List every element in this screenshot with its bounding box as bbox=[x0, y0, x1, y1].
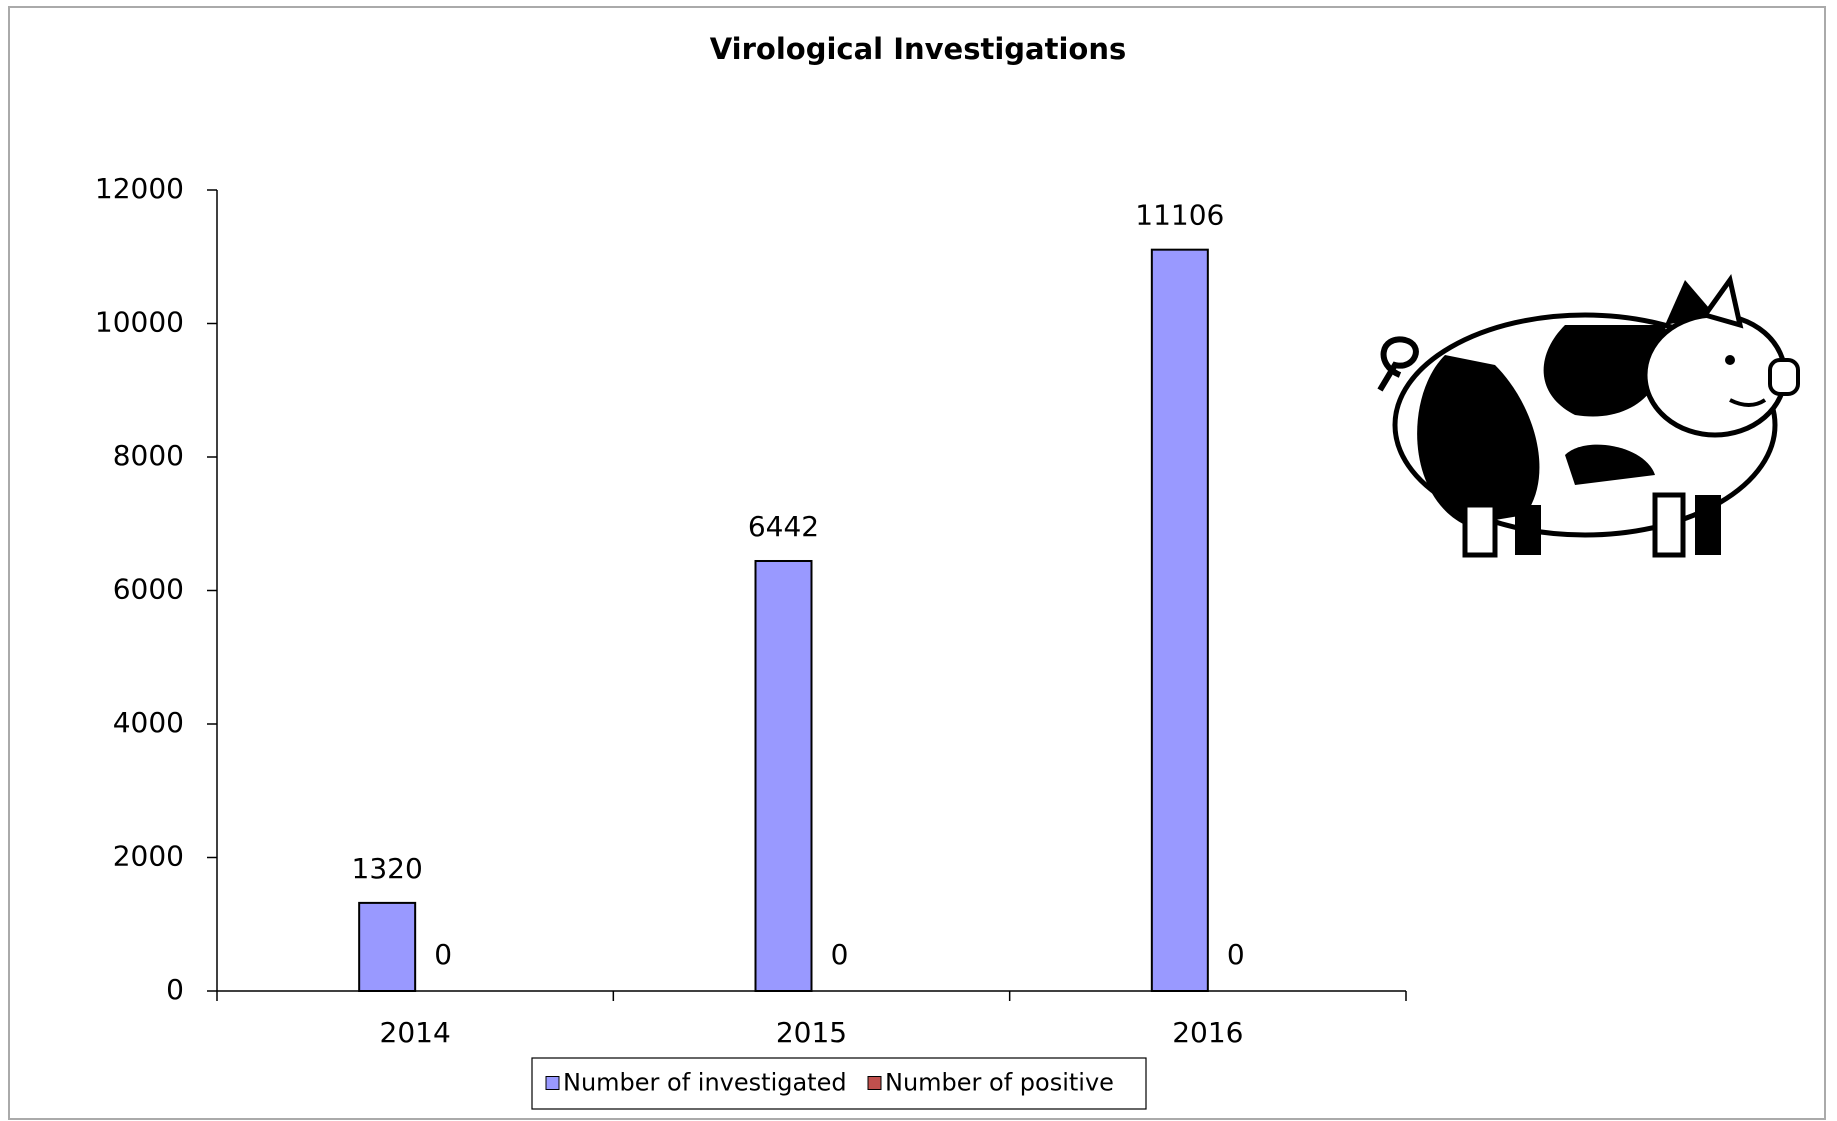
data-label: 0 bbox=[831, 938, 849, 971]
bar bbox=[1152, 250, 1208, 991]
x-tick-label: 2014 bbox=[380, 1016, 451, 1049]
x-tick-label: 2016 bbox=[1172, 1016, 1243, 1049]
bar bbox=[359, 903, 415, 991]
y-tick-label: 8000 bbox=[113, 439, 184, 472]
y-tick-label: 10000 bbox=[95, 306, 184, 339]
y-tick-label: 12000 bbox=[95, 172, 184, 205]
data-label: 0 bbox=[1227, 938, 1245, 971]
y-tick-label: 0 bbox=[166, 973, 184, 1006]
y-tick-label: 2000 bbox=[113, 840, 184, 873]
data-label: 6442 bbox=[748, 510, 819, 543]
data-label: 0 bbox=[434, 938, 452, 971]
legend-swatch bbox=[868, 1077, 881, 1090]
legend-swatch bbox=[546, 1077, 559, 1090]
y-tick-label: 6000 bbox=[113, 573, 184, 606]
legend-label: Number of positive bbox=[885, 1069, 1114, 1097]
chart-frame bbox=[9, 7, 1825, 1119]
data-label: 1320 bbox=[352, 852, 423, 885]
data-label: 11106 bbox=[1135, 199, 1224, 232]
chart: Virological Investigations 0 2000 4000 6000… bbox=[0, 0, 1837, 1121]
legend-label: Number of investigated bbox=[563, 1069, 847, 1097]
y-tick-label: 4000 bbox=[113, 706, 184, 739]
chart-title: Virological Investigations bbox=[710, 32, 1127, 66]
bar bbox=[756, 561, 812, 991]
x-tick-label: 2015 bbox=[776, 1016, 847, 1049]
